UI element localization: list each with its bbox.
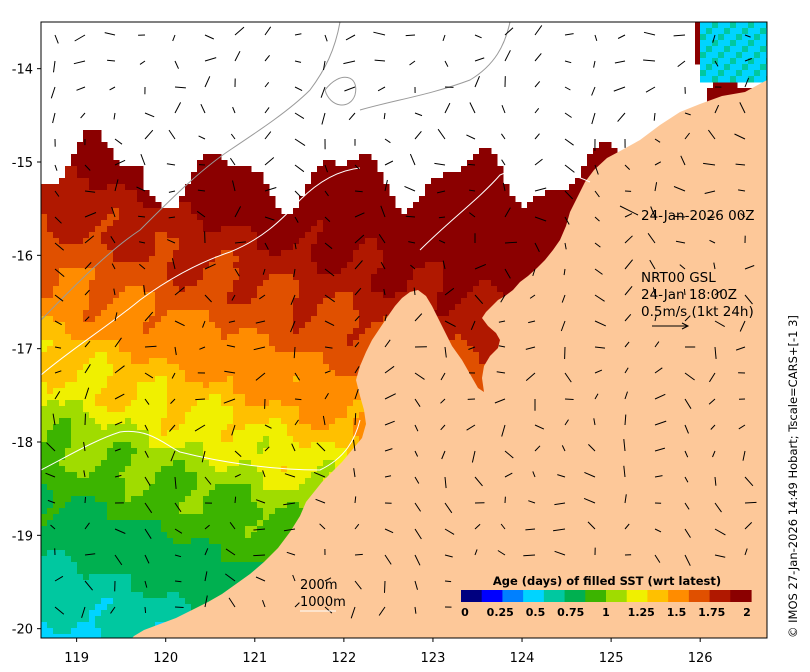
colorbar-swatch [564, 590, 586, 602]
colorbar-label: 1.5 [667, 606, 687, 619]
colorbar-swatch [688, 590, 711, 602]
colorbar-label: 2 [743, 606, 751, 619]
colorbar-swatch [606, 590, 628, 602]
land-mass [132, 80, 767, 638]
colorbar-swatch [647, 590, 669, 602]
colorbar-label: 1 [602, 606, 610, 619]
y-tick-label: -14 [12, 63, 33, 78]
colorbar-swatch [668, 590, 690, 602]
isobath-legend: 200m 1000m [300, 578, 346, 612]
y-tick-label: -20 [12, 623, 33, 638]
isobath-1000m-east [419, 168, 591, 251]
x-tick-label: 126 [688, 651, 713, 666]
colorbar-label: 1.25 [628, 606, 655, 619]
colorbar-label: 0 [461, 606, 469, 619]
colorbar-swatch [585, 590, 607, 602]
y-tick-label: -18 [12, 436, 33, 451]
x-tick-label: 123 [421, 651, 446, 666]
current-scale-arrowhead [681, 322, 690, 330]
colorbar-label: 0.75 [557, 606, 584, 619]
colorbar-label: 0.5 [526, 606, 546, 619]
map-frame [40, 21, 768, 639]
isobath-offshore-3 [359, 22, 511, 111]
current-legend-line1: NRT00 GSL [641, 270, 716, 286]
colorbar-swatch [461, 590, 483, 602]
current-legend-line3: 0.5m/s (1kt 24h) [641, 304, 754, 320]
colorbar-label: 1.75 [698, 606, 725, 619]
colorbar-swatch [626, 590, 649, 602]
isobath-label-200m: 200m [300, 578, 337, 593]
isobath-offshore [41, 22, 341, 321]
colorbar-swatches [461, 590, 752, 602]
timestamp-pointer [619, 205, 639, 216]
latitude-axis: -14 -15 -16 -17 -18 -19 -20 [12, 63, 41, 638]
x-tick-label: 121 [242, 651, 267, 666]
longitude-axis: 119 120 121 122 123 124 125 126 [64, 638, 713, 666]
colorbar-labels: 0 0.25 0.5 0.75 1 1.25 1.5 1.75 2 [461, 606, 751, 619]
colorbar-swatch [481, 590, 504, 602]
timestamp-label: 24-Jan-2026 00Z [641, 208, 755, 224]
colorbar-swatch [523, 590, 545, 602]
colorbar-swatch [502, 590, 524, 602]
x-tick-label: 120 [153, 651, 178, 666]
colorbar-label: 0.25 [487, 606, 514, 619]
colorbar-title: Age (days) of filled SST (wrt latest) [493, 574, 721, 588]
isobath-label-1000m: 1000m [300, 595, 346, 610]
map-plot-area [41, 22, 767, 638]
y-tick-label: -17 [12, 343, 33, 358]
current-vectors [45, 25, 757, 619]
colorbar-swatch [730, 590, 752, 602]
y-tick-label: -16 [12, 249, 33, 264]
current-vector-legend: NRT00 GSL 24-Jan 18:00Z 0.5m/s (1kt 24h) [641, 270, 754, 330]
x-tick-label: 124 [510, 651, 535, 666]
isobath-200m [41, 419, 361, 471]
y-tick-label: -15 [12, 156, 33, 171]
x-tick-label: 119 [64, 651, 89, 666]
x-tick-label: 125 [599, 651, 624, 666]
y-tick-label: -19 [12, 529, 33, 544]
current-legend-line2: 24-Jan 18:00Z [641, 287, 737, 303]
x-tick-label: 122 [331, 651, 356, 666]
colorbar-swatch [543, 590, 566, 602]
isobath-1000m-west [41, 167, 361, 376]
isobath-offshore-2 [324, 76, 357, 106]
credit-text: © IMOS 27-Jan-2026 14:49 Hobart; Tscale=… [786, 315, 800, 638]
isobath-contours [41, 22, 591, 471]
colorbar-swatch [709, 590, 731, 602]
